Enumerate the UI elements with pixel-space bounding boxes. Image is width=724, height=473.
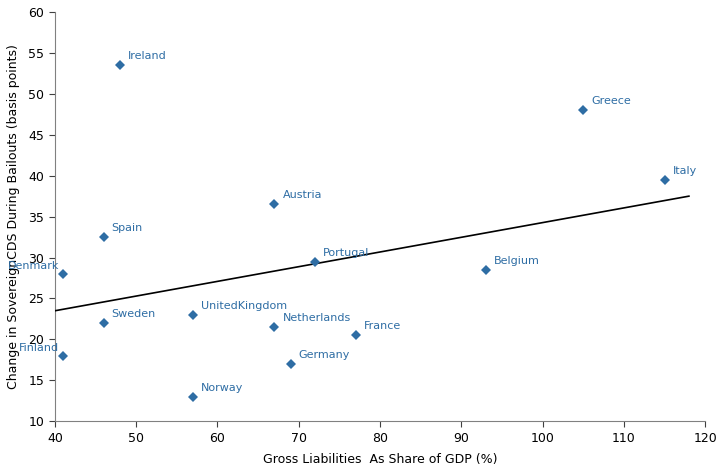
Text: Netherlands: Netherlands <box>282 313 350 323</box>
Text: Austria: Austria <box>282 190 322 200</box>
Text: Belgium: Belgium <box>494 256 539 266</box>
Text: France: France <box>363 321 401 331</box>
Text: Greece: Greece <box>592 96 631 106</box>
Text: Germany: Germany <box>299 350 350 360</box>
Text: Ireland: Ireland <box>128 51 167 61</box>
Text: Sweden: Sweden <box>111 309 156 319</box>
Text: Finland: Finland <box>19 343 59 353</box>
Text: Portugal: Portugal <box>323 247 369 258</box>
Y-axis label: Change in SovereignCDS During Bailouts (basis points): Change in SovereignCDS During Bailouts (… <box>7 44 20 389</box>
Text: Norway: Norway <box>201 383 243 393</box>
X-axis label: Gross Liabilities  As Share of GDP (%): Gross Liabilities As Share of GDP (%) <box>263 453 497 466</box>
Text: Italy: Italy <box>673 166 697 175</box>
Text: Spain: Spain <box>111 223 143 233</box>
Text: UnitedKingdom: UnitedKingdom <box>201 301 287 311</box>
Text: Denmark: Denmark <box>7 262 59 272</box>
